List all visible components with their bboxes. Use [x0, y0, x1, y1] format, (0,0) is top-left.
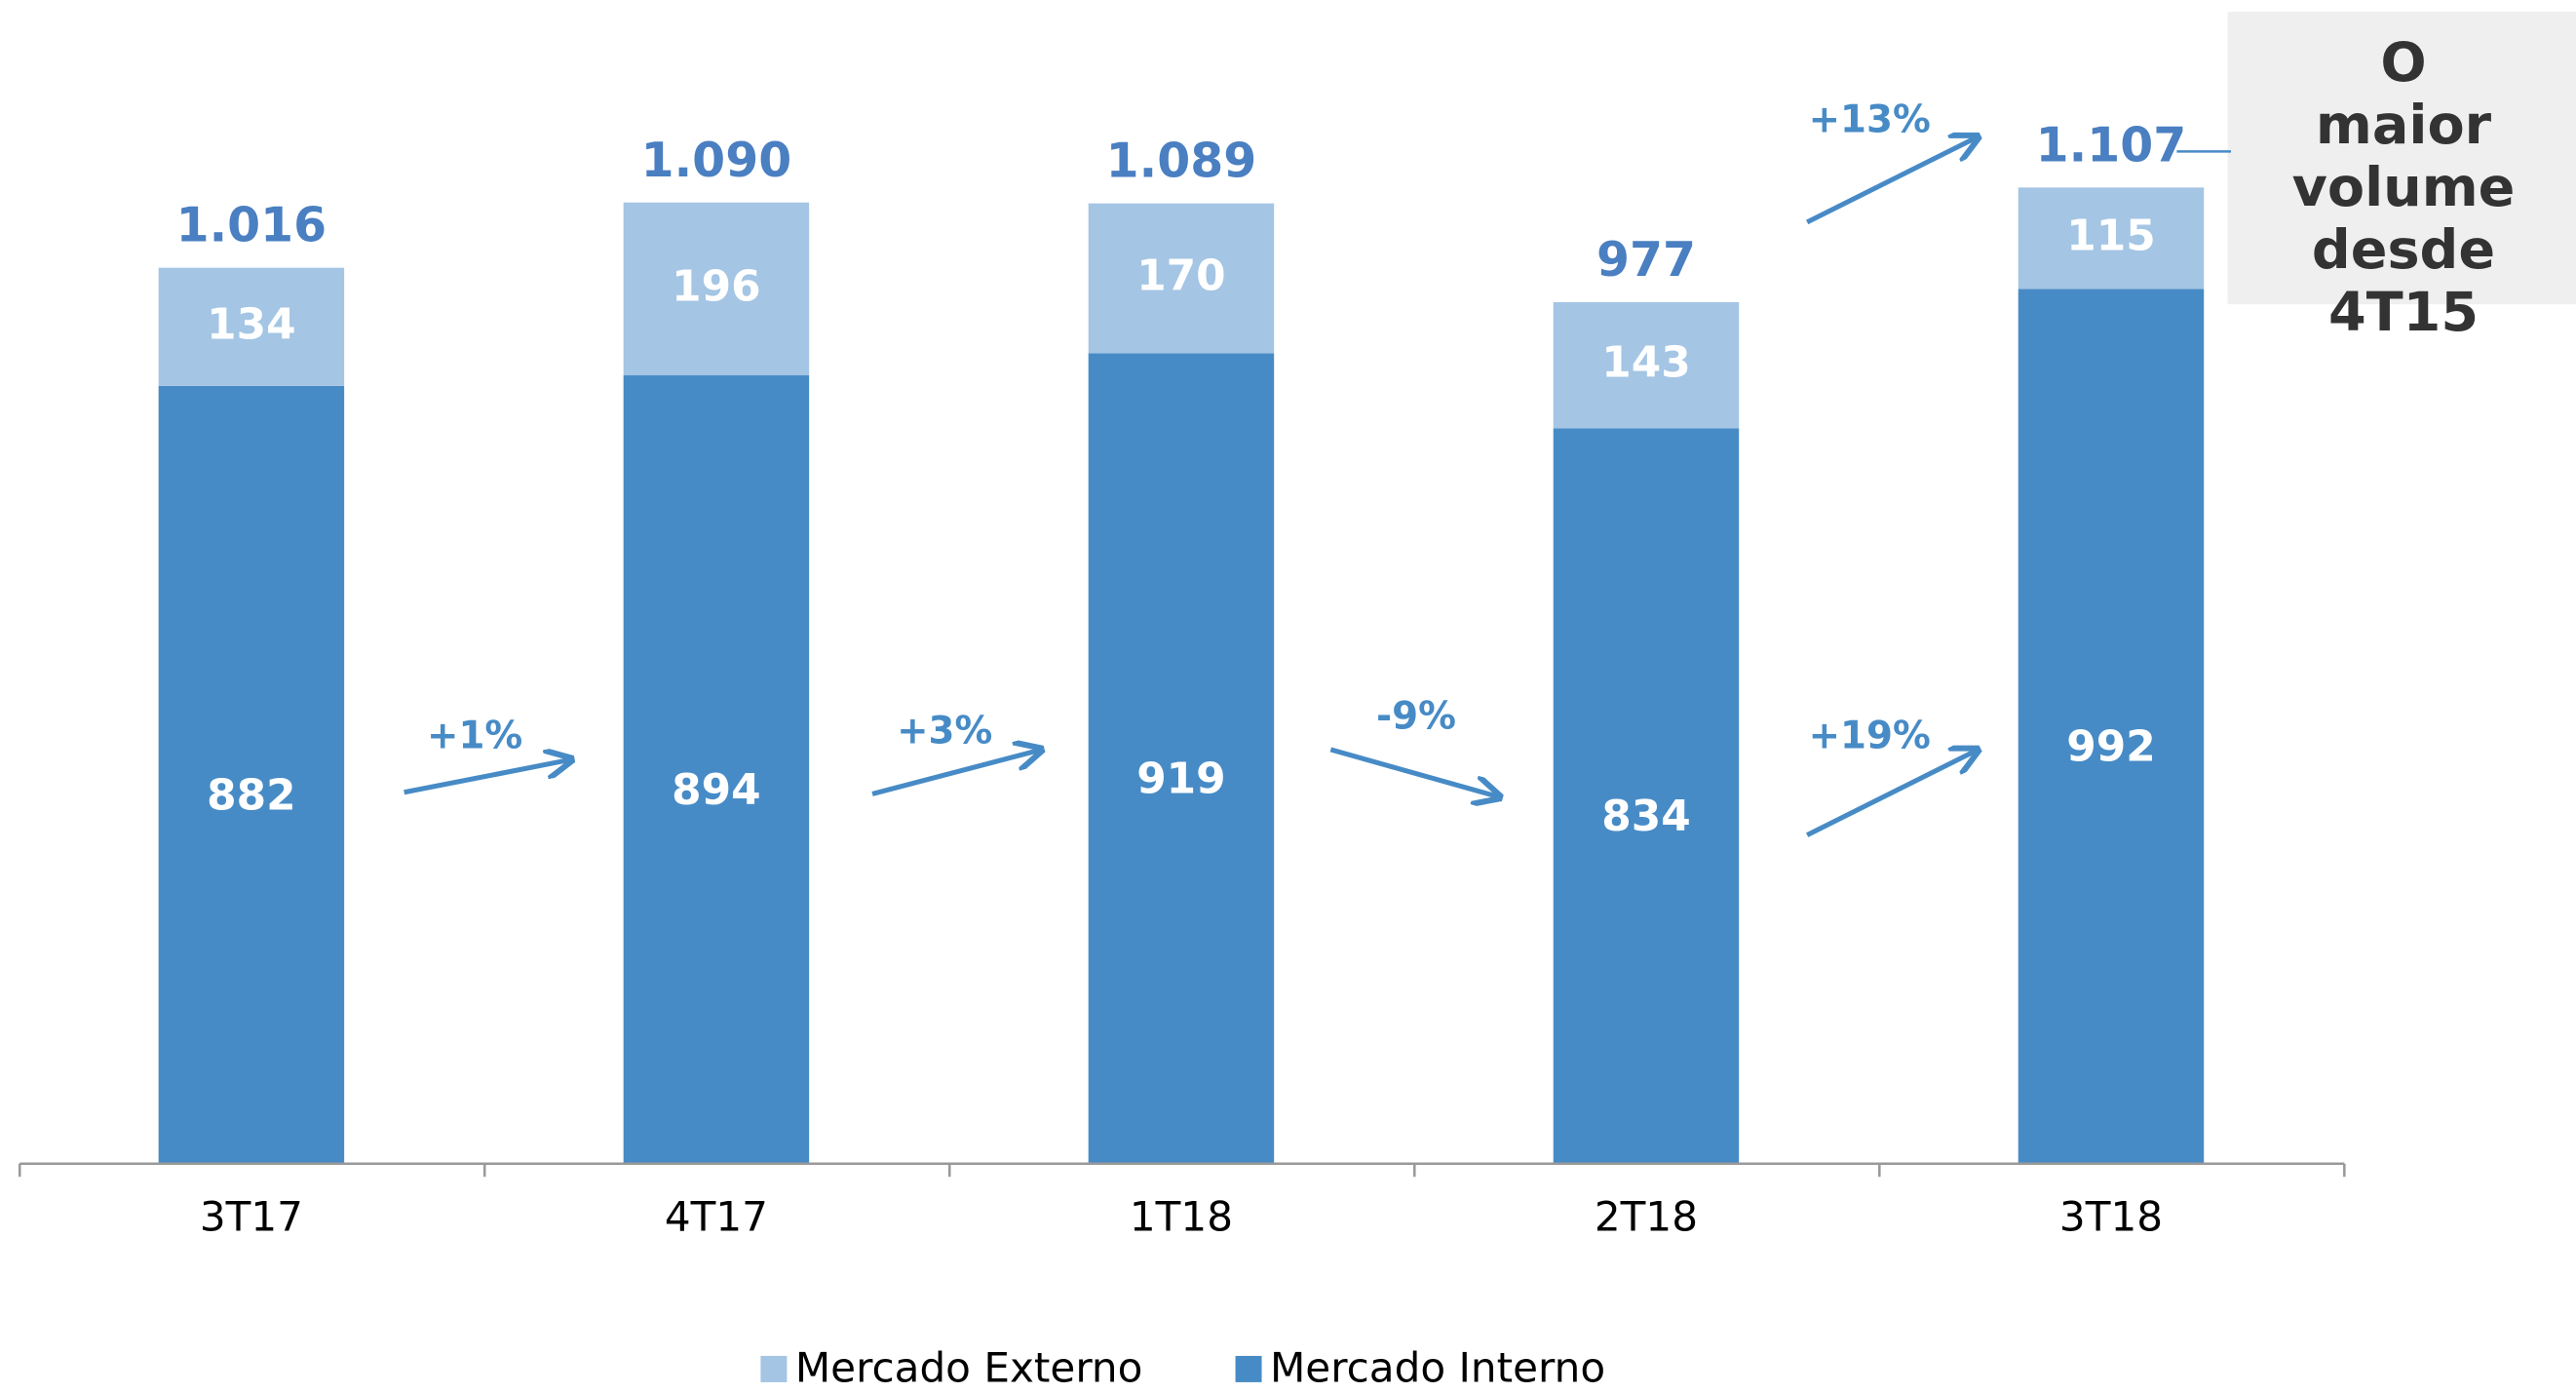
segment-label: 143 [1601, 338, 1690, 388]
legend-swatch [1235, 1355, 1262, 1382]
growth-label: +3% [897, 710, 992, 754]
legend-label: Mercado Interno [1270, 1344, 1605, 1389]
x-tick-label: 1T18 [1130, 1193, 1233, 1241]
total-label: 1.016 [176, 198, 327, 253]
bar-segment [623, 202, 810, 376]
legend-label: Mercado Externo [795, 1344, 1143, 1389]
total-label: 1.089 [1106, 134, 1257, 189]
total-label: 1.090 [641, 133, 792, 188]
segment-label: 992 [2066, 722, 2155, 772]
bar-segment [158, 267, 345, 386]
segment-label: 834 [1601, 792, 1690, 841]
growth-arrow [1329, 747, 1500, 797]
bar-segment [2018, 187, 2205, 290]
growth-arrow [871, 750, 1042, 796]
segment-label: 894 [672, 765, 760, 815]
callout-box [2227, 12, 2576, 305]
x-tick-label: 3T18 [2059, 1193, 2163, 1241]
segment-label: 134 [207, 299, 295, 349]
total-label: 977 [1596, 232, 1696, 288]
growth-label: +13% [1809, 98, 1931, 142]
bar-segment [623, 375, 810, 1164]
x-tick-label: 2T18 [1595, 1193, 1698, 1241]
bar-segment [1553, 301, 1740, 429]
bar-segment [158, 385, 345, 1164]
bar-segment [1553, 428, 1740, 1164]
segment-label: 196 [672, 261, 760, 311]
growth-arrow [404, 759, 572, 795]
segment-label: 115 [2066, 211, 2155, 260]
segment-label: 882 [207, 770, 295, 820]
legend-swatch [760, 1355, 788, 1382]
bar-segment [1088, 353, 1275, 1164]
growth-label: +19% [1809, 715, 1931, 758]
bar-segment [1088, 203, 1275, 354]
x-tick-label: 3T17 [200, 1193, 303, 1241]
growth-arrow [1806, 136, 1978, 225]
bar-segment [2018, 289, 2205, 1164]
total-label: 1.107 [2036, 117, 2187, 173]
growth-label: -9% [1376, 694, 1456, 738]
growth-arrow [1806, 750, 1978, 837]
growth-label: +1% [427, 715, 522, 758]
segment-label: 170 [1136, 252, 1225, 301]
segment-label: 919 [1136, 755, 1225, 804]
x-tick-label: 4T17 [665, 1193, 768, 1241]
